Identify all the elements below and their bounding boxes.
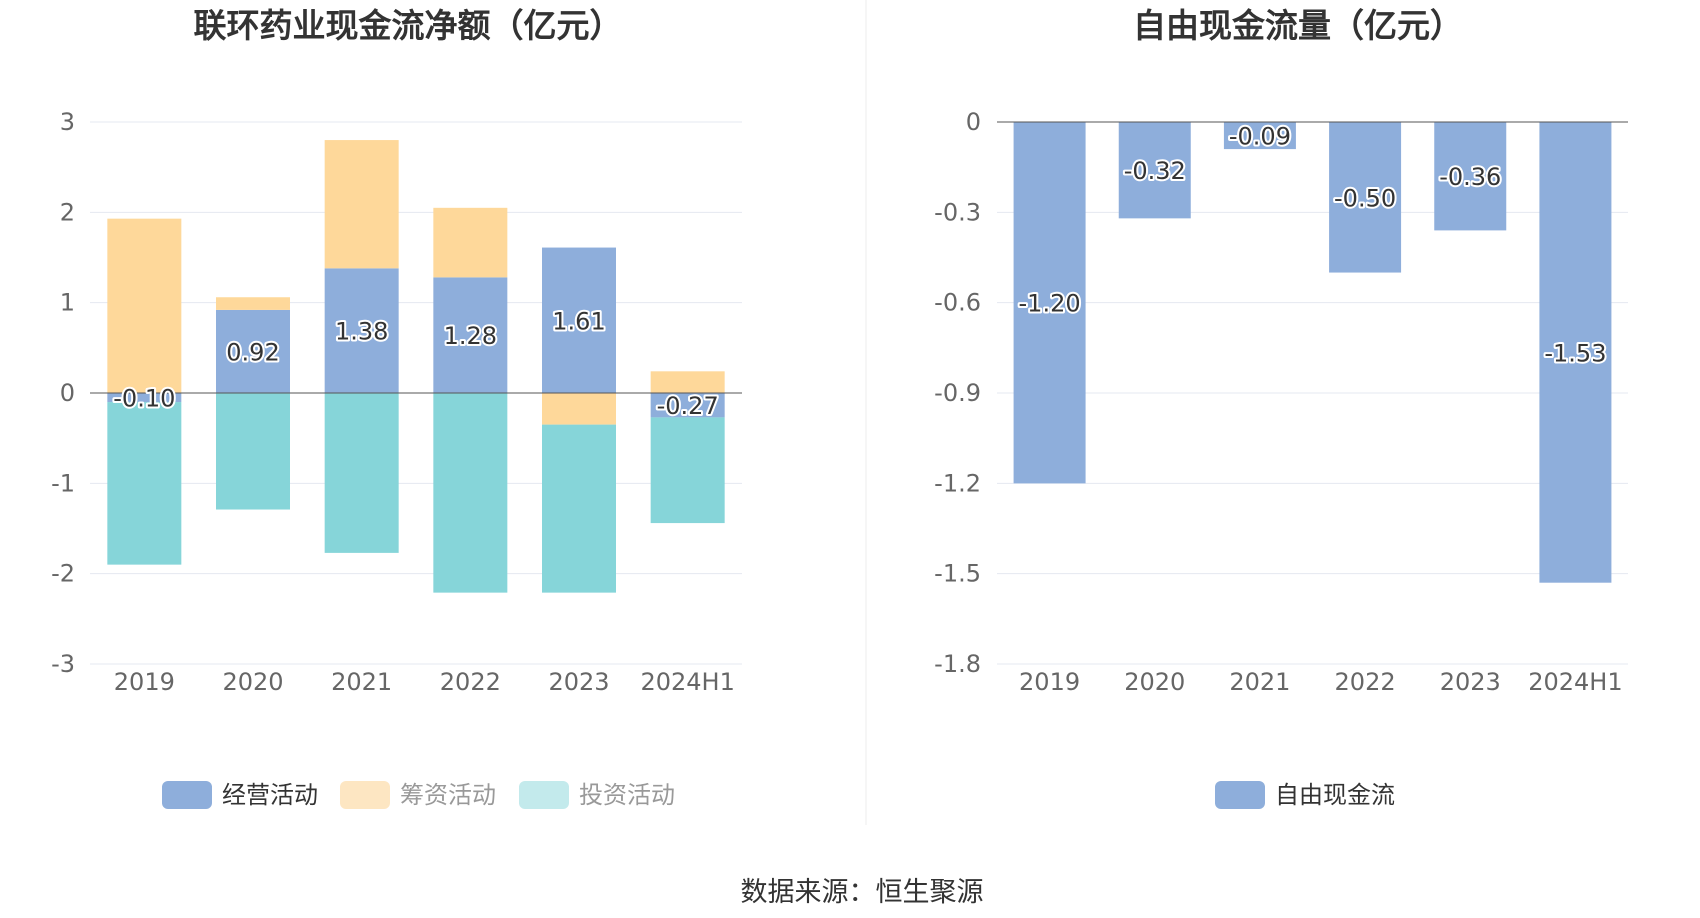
- bar-segment: [433, 207, 508, 278]
- data-label: -0.36: [1439, 163, 1501, 191]
- bar-segment: [542, 247, 616, 393]
- y-tick-label: 0: [966, 108, 981, 136]
- x-tick-label: 2021: [331, 668, 392, 696]
- bar-segment: [650, 417, 725, 524]
- bar: [1013, 122, 1086, 484]
- right-chart-title: 自由现金流量（亿元）: [1133, 6, 1463, 45]
- x-tick-label: 2024H1: [1528, 668, 1622, 696]
- y-tick-label: -0.3: [934, 198, 981, 226]
- bar-segment: [542, 424, 616, 593]
- legend-label: 自由现金流: [1275, 781, 1395, 809]
- legend-label: 筹资活动: [400, 781, 496, 809]
- bar: [1539, 122, 1612, 583]
- y-tick-label: 2: [60, 198, 75, 226]
- left-chart-legend[interactable]: 经营活动 筹资活动 投资活动: [162, 781, 675, 809]
- x-tick-label: 2022: [440, 668, 501, 696]
- bar: [1223, 122, 1296, 150]
- y-tick-label: -2: [51, 560, 75, 588]
- bar-segment: [107, 393, 182, 403]
- data-label: -0.27: [657, 392, 719, 420]
- bar: [1434, 122, 1507, 231]
- bar-segment: [216, 393, 290, 510]
- data-label: -0.50: [1334, 184, 1396, 212]
- data-label: 1.38: [335, 318, 388, 346]
- bar-segment: [324, 268, 399, 393]
- data-label: -0.32: [1124, 157, 1186, 185]
- right-chart-plot: 0 -0.3 -0.6 -0.9 -1.2 -1.5 -1.8 2019 2020 2021 202…: [934, 108, 1628, 696]
- y-tick-label: -1: [51, 469, 75, 497]
- y-tick-label: -1.8: [934, 650, 981, 678]
- x-tick-label: 2019: [1019, 668, 1080, 696]
- x-tick-label: 2023: [1440, 668, 1501, 696]
- source-note: 数据来源：恒生聚源: [741, 877, 984, 908]
- bar-segment: [650, 371, 725, 393]
- y-tick-label: -3: [51, 650, 75, 678]
- left-chart-plot: 3 2 1 0 -1 -2 -3 2019 2020 2021 2022 2023 2024H1 -0.1…: [51, 108, 742, 696]
- bar-segment: [650, 393, 725, 418]
- bar-segment: [216, 309, 290, 393]
- bar-segment: [542, 393, 616, 425]
- x-tick-label: 2022: [1335, 668, 1396, 696]
- legend-label: 经营活动: [222, 781, 318, 809]
- data-label: -0.09: [1229, 123, 1291, 151]
- bar-segment: [107, 402, 182, 565]
- data-label: 1.61: [552, 307, 605, 335]
- y-tick-label: -0.9: [934, 379, 981, 407]
- bar: [1118, 122, 1191, 219]
- legend-swatch: [340, 781, 390, 809]
- bar-segment: [433, 277, 508, 393]
- data-label: -0.10: [113, 385, 175, 413]
- x-tick-label: 2020: [222, 668, 283, 696]
- legend-swatch: [162, 781, 212, 809]
- data-label: 0.92: [226, 338, 279, 366]
- bar: [1329, 122, 1402, 273]
- data-label: -1.53: [1544, 339, 1606, 367]
- bar-segment: [433, 393, 508, 593]
- legend-swatch: [1215, 781, 1265, 809]
- data-label: 1.28: [444, 322, 497, 350]
- x-tick-label: 2021: [1229, 668, 1290, 696]
- x-tick-label: 2020: [1124, 668, 1185, 696]
- legend-swatch: [519, 781, 569, 809]
- bar-segment: [216, 297, 290, 310]
- right-chart-legend[interactable]: 自由现金流: [1215, 781, 1395, 809]
- left-chart-title: 联环药业现金流净额（亿元）: [194, 6, 623, 45]
- bar-segment: [324, 140, 399, 269]
- x-tick-label: 2019: [114, 668, 175, 696]
- data-label: -1.20: [1019, 290, 1081, 318]
- bar-segment: [107, 218, 182, 393]
- legend-label: 投资活动: [579, 781, 675, 809]
- y-tick-label: 1: [60, 289, 75, 317]
- x-tick-label: 2024H1: [640, 668, 734, 696]
- y-tick-label: 0: [60, 379, 75, 407]
- x-tick-label: 2023: [548, 668, 609, 696]
- y-tick-label: -0.6: [934, 289, 981, 317]
- y-tick-label: -1.2: [934, 469, 981, 497]
- y-tick-label: -1.5: [934, 560, 981, 588]
- y-tick-label: 3: [60, 108, 75, 136]
- bar-segment: [324, 393, 399, 553]
